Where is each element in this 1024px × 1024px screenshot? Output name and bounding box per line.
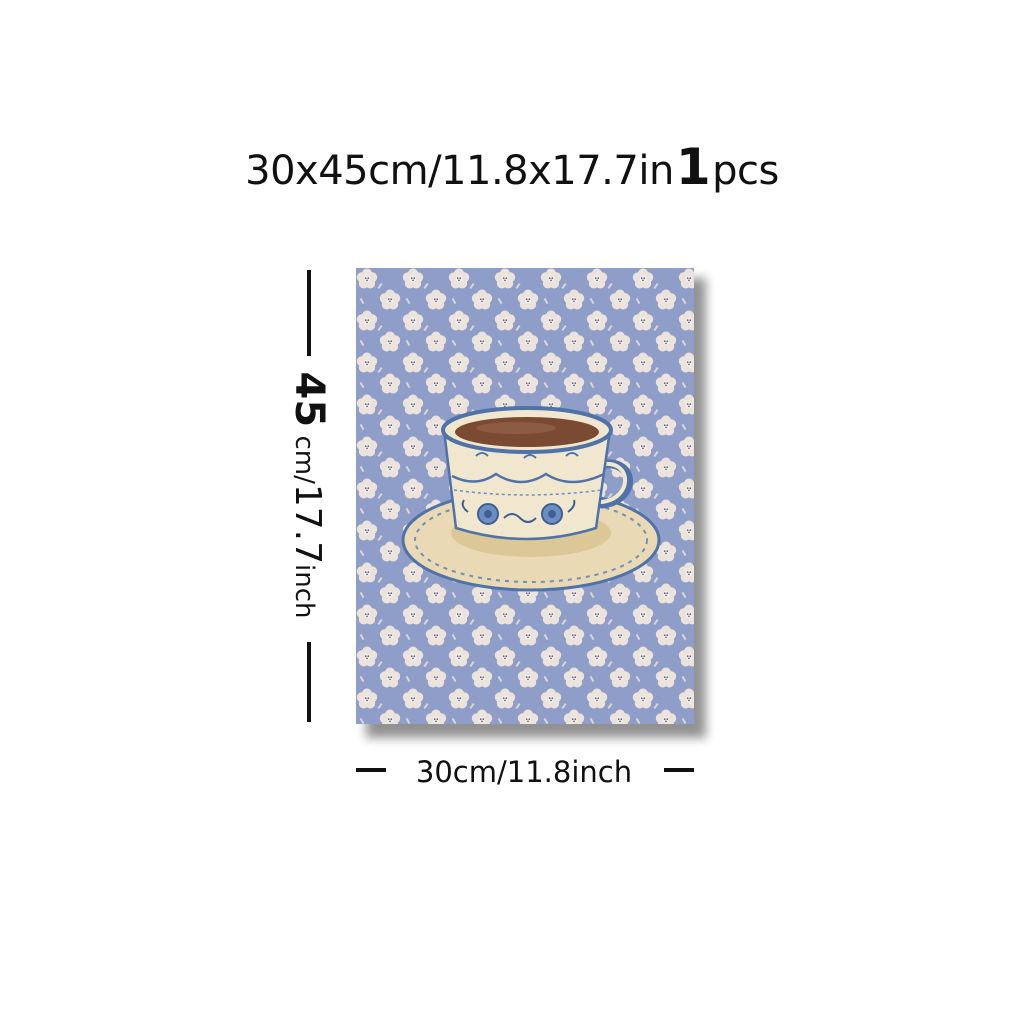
height-unit-inch: inch [289,564,319,619]
height-dimension-label: 45 cm/17.7inch [286,372,332,619]
width-dimension-line-right [664,768,694,772]
height-value-cm: 45 [286,371,332,428]
size-title: 30x45cm/11.8x17.7in1pcs [0,138,1024,196]
canvas-print [356,268,694,724]
height-dimension-line-bottom [307,642,311,722]
width-dimension-label: 30cm/11.8inch [415,755,633,789]
quantity-number: 1 [675,138,711,196]
size-text: 30x45cm/11.8x17.7in [245,148,674,194]
width-dimension-line-left [356,768,386,772]
quantity-unit: pcs [712,148,779,194]
height-unit-cm: cm/ [289,435,319,484]
teacup-illustration [441,406,613,541]
height-dimension-line-top [307,270,311,356]
artwork-svg [356,268,694,724]
height-value-inch: 17.7 [287,483,328,564]
